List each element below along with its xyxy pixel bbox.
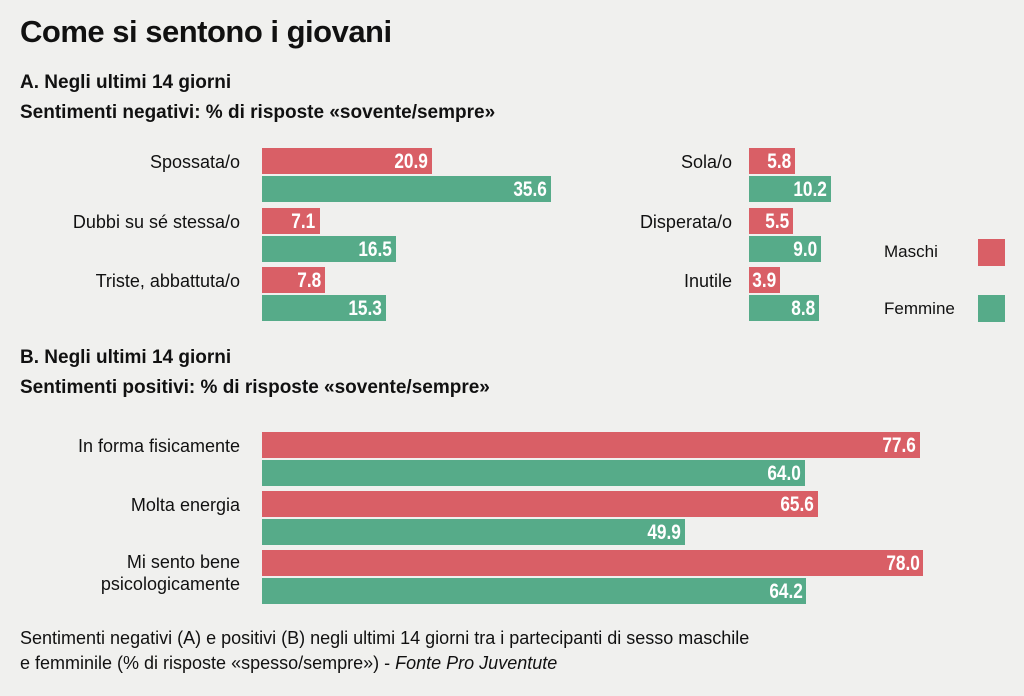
data-label: 65.6 (780, 493, 815, 516)
bar-femmine: 10.2 (749, 176, 831, 202)
data-label: 78.0 (885, 552, 920, 575)
data-label: 5.5 (765, 210, 789, 233)
data-label: 20.9 (394, 150, 428, 173)
section-b-title: B. Negli ultimi 14 giorni (20, 347, 232, 368)
bar-maschi: 3.9 (749, 267, 781, 293)
data-label: 35.6 (513, 178, 548, 201)
bar-femmine: 49.9 (262, 519, 686, 545)
data-label: 77.6 (882, 434, 917, 457)
data-label: 8.8 (791, 297, 816, 320)
category-label: Inutile (683, 271, 732, 291)
data-label: 16.5 (358, 238, 392, 261)
data-label: 64.2 (768, 580, 803, 603)
bar-femmine: 16.5 (262, 236, 396, 262)
footer-note: e femminile (% di risposte «spesso/sempr… (20, 653, 396, 673)
footer-line-1: Sentimenti negativi (A) e positivi (B) n… (20, 628, 750, 648)
footer-line-2: e femminile (% di risposte «spesso/sempr… (20, 653, 557, 674)
bar-femmine: 15.3 (262, 295, 387, 321)
category-label: Spossata/o (149, 152, 240, 172)
bar-maschi: 77.6 (262, 432, 921, 458)
bar-femmine: 35.6 (262, 176, 552, 202)
category-label: Disperata/o (639, 212, 732, 232)
data-label: 15.3 (348, 297, 383, 320)
legend-label-femmine: Femmine (884, 299, 955, 318)
data-label: 5.8 (767, 150, 792, 173)
bar-femmine: 9.0 (749, 236, 821, 262)
bar-femmine: 64.0 (262, 460, 805, 486)
legend-swatch-femmine (978, 295, 1005, 322)
bar-maschi: 5.5 (749, 208, 793, 234)
category-label: Mi sento bene psicologicamente (100, 552, 240, 594)
bar-maschi: 20.9 (262, 148, 432, 174)
chart-title: Come si sentono i giovani (20, 14, 392, 49)
section-b-subtitle: Sentimenti positivi: % di risposte «sove… (20, 377, 490, 398)
bar-maschi: 7.8 (262, 267, 326, 293)
section-a-title: A. Negli ultimi 14 giorni (20, 72, 232, 93)
data-label: 7.8 (297, 269, 322, 292)
section-a-subtitle: Sentimenti negativi: % di risposte «sove… (20, 102, 496, 123)
data-label: 10.2 (793, 178, 827, 201)
bar-maschi: 78.0 (262, 550, 924, 576)
bar-maschi: 5.8 (749, 148, 796, 174)
data-label: 9.0 (793, 238, 817, 261)
legend-swatch-maschi (978, 239, 1005, 266)
category-label: In forma fisicamente (77, 436, 240, 456)
legend-label-maschi: Maschi (884, 242, 938, 261)
footer-source: Fonte Pro Juventute (395, 653, 558, 673)
category-label: Triste, abbattuta/o (95, 271, 240, 291)
category-label: Dubbi su sé stessa/o (72, 212, 240, 232)
bar-maschi: 7.1 (262, 208, 320, 234)
bar-femmine: 64.2 (262, 578, 807, 604)
bar-maschi: 65.6 (262, 491, 819, 517)
category-label: Molta energia (130, 495, 240, 515)
bar-femmine: 8.8 (749, 295, 820, 321)
data-label: 3.9 (752, 269, 777, 292)
data-label: 64.0 (767, 462, 801, 485)
data-label: 49.9 (647, 521, 682, 544)
data-label: 7.1 (291, 210, 316, 233)
category-label: Sola/o (680, 152, 732, 172)
